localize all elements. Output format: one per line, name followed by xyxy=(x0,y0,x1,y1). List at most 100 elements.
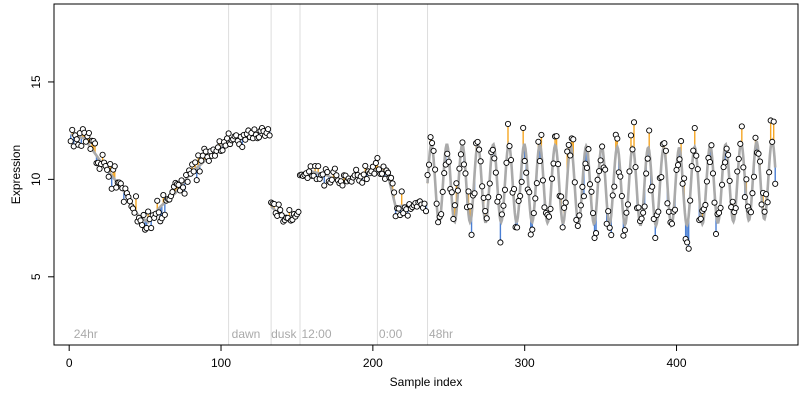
data-point xyxy=(526,189,533,196)
data-point xyxy=(388,174,395,181)
data-point xyxy=(602,166,609,173)
data-point xyxy=(668,220,676,227)
data-point xyxy=(596,168,603,175)
data-point xyxy=(430,147,437,154)
data-point xyxy=(425,161,433,168)
data-point xyxy=(624,201,631,208)
data-point xyxy=(606,224,613,231)
data-point xyxy=(517,192,524,200)
data-point xyxy=(627,132,635,139)
data-point xyxy=(766,169,773,176)
data-point xyxy=(140,211,147,219)
data-point xyxy=(275,201,282,208)
data-point xyxy=(489,146,496,153)
data-point xyxy=(735,155,742,162)
data-point xyxy=(545,213,553,220)
data-point xyxy=(105,173,112,180)
data-point xyxy=(120,198,127,205)
data-point xyxy=(723,145,730,152)
data-point xyxy=(591,234,598,242)
data-point xyxy=(444,150,451,157)
data-point xyxy=(239,143,246,151)
data-point xyxy=(331,165,338,172)
data-point xyxy=(454,187,461,194)
region-label: 24hr xyxy=(74,327,98,341)
data-point xyxy=(160,192,167,199)
data-point xyxy=(498,211,505,218)
data-point xyxy=(532,195,539,202)
data-point xyxy=(319,171,326,178)
data-point xyxy=(324,169,331,176)
data-point xyxy=(479,183,486,190)
data-point xyxy=(471,190,478,197)
data-point xyxy=(67,138,74,145)
data-point xyxy=(384,169,392,176)
data-point xyxy=(533,180,540,187)
data-point xyxy=(588,188,595,195)
data-point xyxy=(579,183,586,190)
data-point xyxy=(514,224,521,231)
data-point xyxy=(277,206,284,213)
data-point xyxy=(706,159,713,166)
region-label: 12:00 xyxy=(301,327,331,341)
data-point xyxy=(608,232,615,239)
data-point xyxy=(629,146,636,153)
data-point xyxy=(715,209,723,216)
data-point xyxy=(693,152,700,159)
data-point xyxy=(448,189,455,196)
data-point xyxy=(573,216,580,224)
data-point xyxy=(609,192,616,199)
data-point xyxy=(495,193,502,200)
data-point xyxy=(190,168,197,175)
data-point xyxy=(155,209,162,216)
data-point xyxy=(131,209,138,216)
region-label: 0:00 xyxy=(379,327,403,341)
data-point xyxy=(618,193,625,200)
data-point xyxy=(321,182,328,189)
data-point xyxy=(770,118,777,125)
data-point xyxy=(286,206,293,214)
data-point xyxy=(515,197,522,205)
data-point xyxy=(617,173,624,180)
data-point xyxy=(658,174,665,181)
data-point xyxy=(295,208,302,215)
data-point xyxy=(564,148,571,155)
data-point xyxy=(722,159,729,166)
data-point xyxy=(198,157,205,164)
data-point xyxy=(69,126,76,133)
data-point xyxy=(664,200,671,207)
data-point xyxy=(360,171,367,178)
data-point xyxy=(255,134,263,141)
data-point xyxy=(395,205,402,212)
data-point xyxy=(520,124,527,131)
data-point xyxy=(491,155,498,162)
data-point xyxy=(685,245,692,252)
data-point xyxy=(148,224,155,232)
data-point xyxy=(674,162,682,169)
data-point xyxy=(539,177,546,184)
data-point xyxy=(523,169,530,176)
data-point xyxy=(87,145,94,152)
data-point xyxy=(145,208,152,215)
data-point xyxy=(594,176,601,183)
data-point xyxy=(690,147,697,154)
data-point xyxy=(483,215,490,222)
x-axis-title: Sample index xyxy=(390,375,463,389)
data-point xyxy=(764,199,771,206)
data-point xyxy=(504,120,512,127)
data-point xyxy=(559,224,566,231)
data-point xyxy=(225,130,232,137)
data-point xyxy=(378,170,386,177)
data-point xyxy=(82,138,89,145)
region-label: dusk xyxy=(271,327,297,341)
data-point xyxy=(507,156,515,164)
data-point xyxy=(536,158,543,165)
data-point xyxy=(460,161,468,168)
data-point xyxy=(474,138,481,145)
data-point xyxy=(562,199,569,206)
data-point xyxy=(571,179,578,186)
data-point xyxy=(501,186,509,193)
data-point xyxy=(603,220,610,227)
